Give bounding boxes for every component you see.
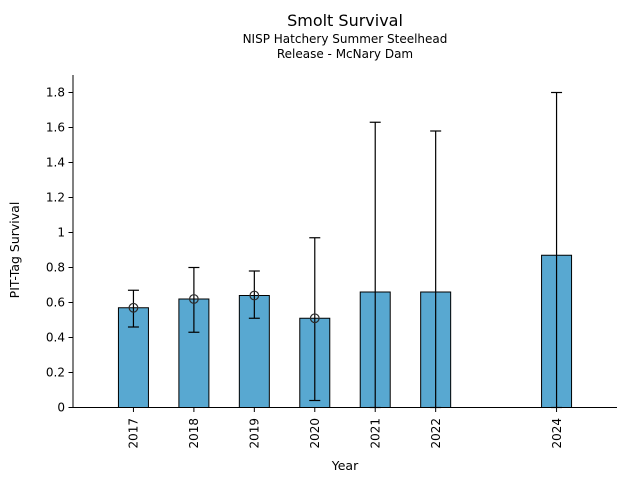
point-marker-2020 xyxy=(309,313,320,324)
y-tick-label-1.4: 1.4 xyxy=(46,156,65,170)
x-tick-label-2022: 2022 xyxy=(429,418,443,449)
x-axis-label: Year xyxy=(331,458,359,473)
y-tick-label-0.4: 0.4 xyxy=(46,331,65,345)
point-marker-2019 xyxy=(249,290,260,301)
y-tick-label-0: 0 xyxy=(57,401,65,415)
y-tick-label-0.2: 0.2 xyxy=(46,366,65,380)
y-axis-label: PIT-Tag Survival xyxy=(7,201,22,299)
x-tick-label-2019: 2019 xyxy=(248,418,262,449)
point-marker-2017 xyxy=(128,302,139,313)
x-tick-label-2018: 2018 xyxy=(187,418,201,449)
point-marker-2018 xyxy=(188,294,199,304)
chart-subtitle-line1: NISP Hatchery Summer Steelhead xyxy=(242,32,448,46)
y-tick-label-0.6: 0.6 xyxy=(46,296,65,310)
chart-title: Smolt Survival xyxy=(287,11,403,30)
x-tick-label-2020: 2020 xyxy=(308,418,322,449)
x-tick-label-2024: 2024 xyxy=(550,418,564,449)
y-tick-label-1.2: 1.2 xyxy=(46,191,65,205)
chart-subtitle-line2: Release - McNary Dam xyxy=(276,46,414,61)
chart-header: Smolt Survival NISP Hatchery Summer Stee… xyxy=(73,10,617,61)
y-tick-label-1.8: 1.8 xyxy=(46,86,65,100)
x-tick-label-2021: 2021 xyxy=(368,418,382,449)
y-tick-label-1: 1 xyxy=(57,226,65,240)
y-tick-label-1.6: 1.6 xyxy=(46,121,65,135)
x-tick-label-2017: 2017 xyxy=(127,418,141,449)
y-tick-label-0.8: 0.8 xyxy=(46,261,65,275)
